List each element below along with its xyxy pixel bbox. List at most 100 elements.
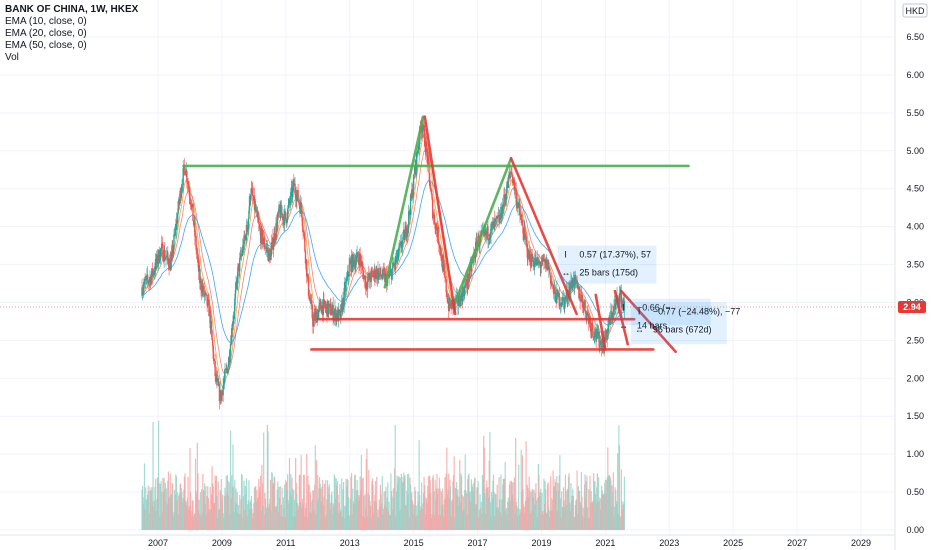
trend-lines[interactable] bbox=[182, 115, 690, 354]
candle-body bbox=[578, 285, 580, 299]
volume-bar bbox=[512, 482, 514, 530]
volume-bar bbox=[244, 510, 246, 530]
volume-bar bbox=[505, 510, 507, 530]
candle-body bbox=[312, 318, 315, 327]
candle-body bbox=[537, 261, 540, 265]
volume-bar bbox=[215, 475, 217, 530]
volume-bar bbox=[501, 499, 503, 530]
volume-bar bbox=[527, 488, 529, 530]
volume-bar bbox=[368, 470, 370, 530]
volume-bar bbox=[401, 482, 404, 530]
volume-bar bbox=[435, 488, 437, 530]
candle-body bbox=[159, 249, 162, 261]
measure-icon: ↔ bbox=[619, 321, 628, 331]
volume-bar bbox=[263, 515, 265, 530]
candle-body bbox=[547, 260, 549, 269]
candle-body bbox=[302, 226, 304, 232]
volume-bar bbox=[261, 483, 264, 530]
volume-bar bbox=[551, 510, 553, 530]
volume-bar bbox=[412, 503, 414, 530]
candle-body bbox=[224, 369, 226, 379]
candle-body bbox=[463, 285, 466, 296]
volume-bar bbox=[169, 473, 171, 530]
candle-body bbox=[197, 255, 199, 259]
volume-bar bbox=[327, 480, 329, 530]
volume-bar bbox=[518, 464, 520, 530]
volume-bar bbox=[313, 510, 315, 530]
candle-body bbox=[398, 246, 400, 255]
volume-bar bbox=[523, 504, 525, 530]
indicator-ema20[interactable]: EMA (20, close, 0) bbox=[5, 28, 87, 39]
candle-body bbox=[338, 309, 340, 312]
candle-body bbox=[512, 182, 514, 184]
legend: BANK OF CHINA, 1W, HKEX EMA (10, close, … bbox=[5, 4, 138, 64]
candle-body bbox=[489, 237, 491, 241]
volume-bar bbox=[182, 498, 184, 530]
volume-bar bbox=[342, 482, 345, 530]
candle-body bbox=[181, 185, 183, 191]
measure-box-line1: −0.66 (− bbox=[637, 303, 671, 313]
volume-bar bbox=[401, 476, 403, 530]
indicator-vol[interactable]: Vol bbox=[5, 52, 19, 63]
volume-bar bbox=[266, 508, 268, 530]
volume-bar bbox=[403, 472, 405, 530]
candle-body bbox=[349, 261, 351, 265]
volume-bar bbox=[178, 495, 180, 530]
candle-body bbox=[431, 199, 434, 219]
volume-bar bbox=[612, 492, 614, 530]
candle-body bbox=[297, 190, 299, 202]
indicator-ema50[interactable]: EMA (50, close, 0) bbox=[5, 40, 87, 51]
volume-bar bbox=[408, 517, 410, 530]
candle-body bbox=[154, 258, 157, 272]
candle-body bbox=[408, 211, 410, 225]
volume-bar bbox=[416, 505, 418, 530]
volume-bar bbox=[325, 514, 327, 530]
x-tick-label: 2017 bbox=[468, 538, 488, 548]
candle-body bbox=[388, 275, 390, 278]
volume-bar bbox=[549, 510, 551, 530]
candle-body bbox=[430, 189, 433, 194]
candle-body bbox=[343, 287, 345, 306]
candle-body bbox=[211, 339, 214, 347]
volume-bar bbox=[559, 498, 562, 530]
volume-bar bbox=[222, 513, 224, 530]
volume-bar bbox=[353, 504, 355, 530]
candle-body bbox=[150, 276, 152, 285]
candle-body bbox=[227, 366, 229, 374]
currency-badge[interactable]: HKD bbox=[902, 3, 928, 18]
volume-bar bbox=[357, 489, 359, 530]
candle-body bbox=[293, 180, 295, 186]
volume-bar bbox=[176, 500, 178, 530]
volume-bar bbox=[609, 477, 611, 530]
volume-bar bbox=[338, 502, 340, 530]
volume-bar bbox=[596, 473, 598, 530]
indicator-ema10[interactable]: EMA (10, close, 0) bbox=[5, 16, 87, 27]
volume-bar bbox=[431, 514, 433, 530]
volume-bar bbox=[583, 484, 586, 530]
volume-bar bbox=[413, 504, 415, 530]
volume-bar bbox=[339, 511, 342, 530]
volume-bar bbox=[320, 501, 323, 530]
candle-body bbox=[352, 254, 355, 260]
volume-bar bbox=[358, 497, 361, 530]
candle-body bbox=[516, 201, 519, 209]
volume-bar bbox=[151, 487, 153, 530]
candle-body bbox=[478, 245, 481, 247]
volume-bar bbox=[312, 490, 314, 530]
volume-bar bbox=[582, 507, 584, 530]
candle-body bbox=[261, 228, 263, 231]
volume-bar bbox=[457, 506, 460, 530]
volume-bar bbox=[356, 479, 358, 530]
candle-body bbox=[435, 223, 438, 230]
candle-body bbox=[556, 289, 559, 291]
volume-bar bbox=[446, 447, 448, 530]
volume-bar bbox=[189, 447, 191, 530]
candle-body bbox=[515, 189, 517, 205]
volume-bar bbox=[508, 484, 511, 530]
volume-bar bbox=[282, 497, 284, 530]
measure-boxes[interactable]: 0.57 (17.37%), 57 25 bars (175d) I ↔ −0.66 (… bbox=[557, 245, 740, 345]
candle-body bbox=[598, 331, 600, 348]
candle-body bbox=[615, 301, 617, 306]
volume-bar bbox=[452, 481, 454, 530]
